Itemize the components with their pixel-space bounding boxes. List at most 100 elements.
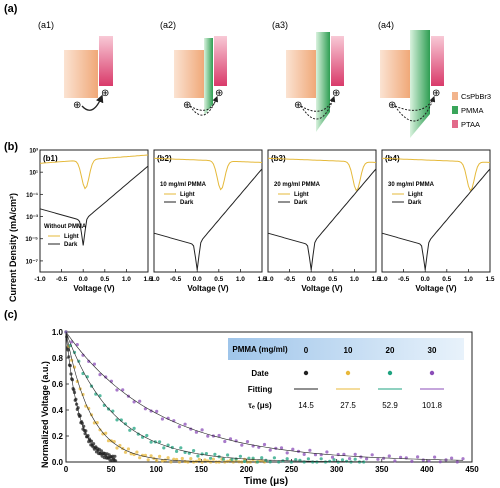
dark-curve xyxy=(153,168,263,270)
ptaa-band xyxy=(99,36,113,86)
data-point xyxy=(226,453,230,457)
data-point xyxy=(353,452,357,456)
data-point xyxy=(209,456,213,460)
ptaa-band xyxy=(331,36,344,86)
data-point xyxy=(200,428,204,432)
x-tick-label: -1.0 xyxy=(34,276,46,283)
data-point xyxy=(126,447,130,451)
data-point xyxy=(240,443,244,447)
x-tick-label: 1.0 xyxy=(122,276,131,283)
y-tick-label: 10⁻⁷ xyxy=(26,259,39,265)
diagram-a3: (a3) ⊕ ⊕ xyxy=(272,20,344,132)
subpanel-label: (a3) xyxy=(272,20,288,30)
data-point xyxy=(155,409,159,413)
data-point xyxy=(196,454,200,458)
x-tick-label: 1.0 xyxy=(236,276,245,283)
cspbbr3-band xyxy=(174,50,204,98)
data-point xyxy=(211,457,215,461)
data-point xyxy=(197,457,201,461)
y-tick-label: 10⁻³ xyxy=(26,214,38,221)
pmma-band xyxy=(316,32,330,132)
x-tick-label: 1.0 xyxy=(350,276,359,283)
y-tick-label: 10⁻¹ xyxy=(26,192,38,199)
data-point xyxy=(123,450,128,454)
jv-condition: 20 mg/ml PMMA xyxy=(274,182,321,188)
tunneling-arrow xyxy=(394,95,436,122)
band-diagrams: (a1) ⊕ ⊕ (a2) ⊕ ⊕ (a3) ⊕ ⊕ xyxy=(38,20,444,138)
legend-label-ptaa: PTAA xyxy=(461,120,480,129)
data-point xyxy=(243,459,247,463)
series-30 xyxy=(64,330,465,464)
series-0 xyxy=(64,330,118,463)
data-point xyxy=(192,460,196,464)
data-point xyxy=(146,458,150,462)
data-point xyxy=(192,449,196,453)
data-point xyxy=(160,417,164,421)
jv-xlabel: Voltage (V) xyxy=(415,284,457,293)
x-tick-label: 1.5 xyxy=(485,276,494,283)
pmma-band xyxy=(204,38,213,116)
data-point xyxy=(255,460,259,464)
decay-xlabel: Time (μs) xyxy=(244,476,288,487)
fit-line xyxy=(65,331,265,463)
jv-frame xyxy=(381,149,491,273)
x-tick-label: -1.0 xyxy=(376,276,388,283)
x-tick-label: 1.5 xyxy=(257,276,266,283)
data-point xyxy=(209,460,213,464)
y-tick-label: 10¹ xyxy=(29,170,38,177)
x-tick-label: 0.5 xyxy=(214,276,223,283)
x-tick-label: 1.5 xyxy=(143,276,152,283)
diagram-a2: (a2) ⊕ ⊕ xyxy=(160,20,227,116)
data-point xyxy=(200,452,204,456)
y-tick-label: 0.8 xyxy=(52,354,64,363)
data-point xyxy=(81,353,85,357)
data-point xyxy=(158,440,162,444)
data-point xyxy=(340,458,345,462)
legend-column: 0 xyxy=(304,346,309,355)
data-point xyxy=(294,458,298,462)
panel-c-label: (c) xyxy=(4,309,18,321)
hole-symbol: ⊕ xyxy=(101,88,109,99)
x-tick-label: 300 xyxy=(330,465,344,474)
decay-ylabel: Normalized Voltage (a.u.) xyxy=(40,361,50,468)
hole-symbol: ⊕ xyxy=(388,100,396,111)
dark-curve xyxy=(267,168,377,270)
data-point xyxy=(118,443,122,448)
jv-frame xyxy=(39,149,149,273)
data-point xyxy=(226,459,230,463)
y-tick-label: 0.0 xyxy=(52,458,64,467)
data-point xyxy=(421,458,425,462)
x-tick-label: 0 xyxy=(64,465,69,474)
legend-column: 10 xyxy=(344,346,353,355)
data-point xyxy=(336,460,340,464)
jv-condition: 10 mg/ml PMMA xyxy=(160,182,207,188)
tunneling-arrow xyxy=(300,96,335,112)
legend-label-pmma: PMMA xyxy=(461,106,484,115)
data-point xyxy=(189,457,193,461)
transfer-arrow xyxy=(81,94,104,111)
data-point xyxy=(98,428,102,432)
data-point xyxy=(149,440,153,444)
data-point xyxy=(427,459,431,463)
data-point xyxy=(306,457,310,461)
legend-row-label: τₑ (μs) xyxy=(248,401,272,410)
legend-swatch-pmma xyxy=(452,106,458,114)
light-curve xyxy=(381,157,491,192)
data-point xyxy=(104,431,108,435)
cspbbr3-band xyxy=(286,50,316,98)
data-point xyxy=(308,448,312,452)
legend-light: Light xyxy=(294,192,309,198)
x-tick-label: 450 xyxy=(465,465,479,474)
legend-dot xyxy=(303,370,309,376)
ptaa-band xyxy=(214,36,227,86)
data-point xyxy=(175,449,179,453)
data-point xyxy=(353,457,357,461)
panel-b-label: (b) xyxy=(4,141,18,153)
decay-ticks: 0 50 100 150 200 250 300 350 400 4500.00.20.40.60… xyxy=(52,328,479,474)
hole-symbol: ⊕ xyxy=(332,88,340,99)
fit-line xyxy=(65,331,464,461)
legend-light: Light xyxy=(408,192,423,198)
legend-tau: 27.5 xyxy=(340,401,356,410)
jv-panel-label: (b1) xyxy=(43,154,58,163)
